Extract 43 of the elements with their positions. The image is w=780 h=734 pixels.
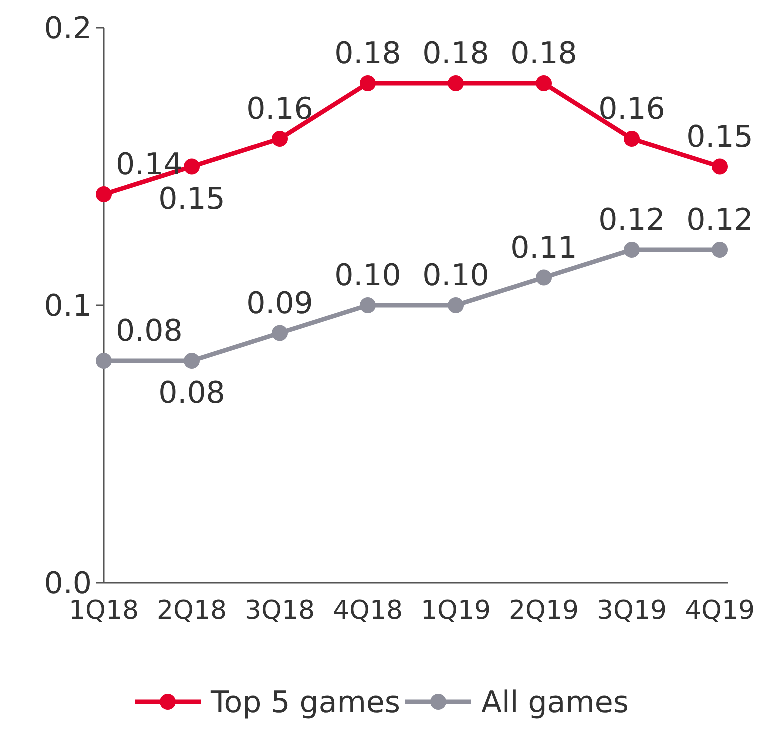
data-label: 0.16	[598, 92, 666, 127]
x-tick-label: 4Q18	[332, 596, 404, 626]
x-tick-label: 1Q19	[420, 596, 492, 626]
x-tick-label: 3Q18	[244, 596, 316, 626]
data-label: 0.08	[158, 376, 226, 411]
data-label: 0.09	[246, 286, 314, 322]
data-label: 0.15	[686, 120, 754, 155]
point	[536, 270, 552, 286]
point	[272, 131, 288, 147]
point	[712, 158, 728, 175]
point	[536, 76, 552, 92]
data-label: 0.10	[422, 258, 490, 294]
data-label: 0.10	[334, 258, 402, 294]
point	[360, 298, 376, 314]
point	[712, 242, 728, 258]
x-tick-label: 3Q19	[596, 596, 668, 626]
point	[448, 76, 464, 92]
data-label: 0.15	[158, 182, 226, 217]
data-label: 0.12	[686, 203, 754, 238]
data-label: 0.11	[510, 230, 578, 266]
point	[624, 242, 640, 258]
point	[184, 353, 200, 369]
point	[272, 325, 288, 342]
data-label: 0.16	[246, 92, 314, 127]
point	[184, 158, 200, 175]
x-tick-label: 4Q19	[684, 596, 756, 626]
legend-label: All games	[482, 686, 629, 720]
point	[96, 353, 112, 369]
legend-label: Top 5 games	[210, 686, 401, 720]
data-label: 0.14	[116, 148, 183, 182]
point	[360, 76, 376, 92]
x-tick-label: 2Q19	[508, 596, 580, 626]
x-tick-label: 2Q18	[156, 596, 228, 626]
data-label: 0.12	[598, 203, 666, 238]
data-label: 0.18	[510, 36, 578, 72]
data-label: 0.08	[116, 314, 183, 349]
y-tick-label: 0.2	[44, 12, 92, 46]
point	[624, 131, 640, 147]
point	[96, 186, 112, 202]
y-tick-label: 0.1	[44, 289, 92, 324]
data-label: 0.18	[334, 36, 402, 72]
point	[448, 298, 464, 314]
data-label: 0.18	[422, 36, 490, 72]
